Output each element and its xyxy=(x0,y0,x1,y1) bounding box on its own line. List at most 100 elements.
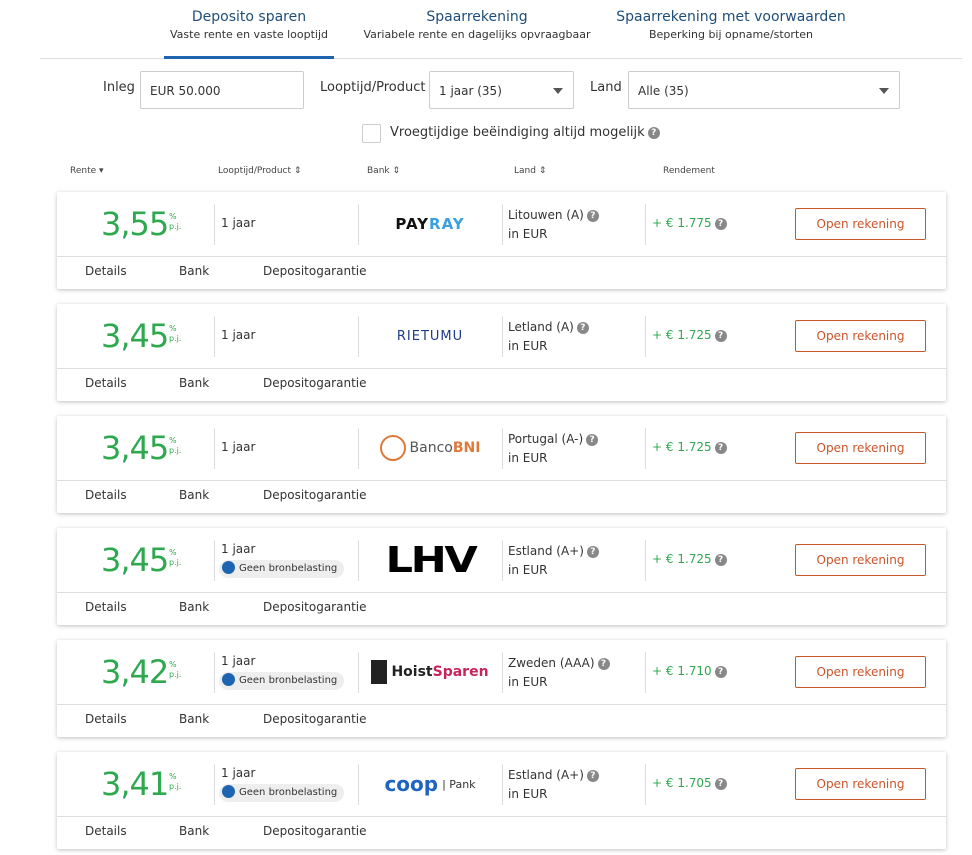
currency: in EUR xyxy=(508,787,548,801)
details-link[interactable]: Details xyxy=(85,264,127,278)
document-icon xyxy=(222,561,235,574)
details-link[interactable]: Details xyxy=(85,376,127,390)
tab-spaarrekening-voorwaarden[interactable]: Spaarrekening met voorwaarden Beperking b… xyxy=(614,9,848,59)
help-icon[interactable]: ? xyxy=(714,666,727,678)
sort-land[interactable]: Land ⇕ xyxy=(514,166,547,176)
interest-rate: 3,55 xyxy=(101,205,169,243)
rate-unit: % p.j. xyxy=(169,548,181,568)
help-icon[interactable]: ? xyxy=(586,210,599,222)
bank-link[interactable]: Bank xyxy=(179,600,210,614)
help-icon[interactable]: ? xyxy=(586,434,599,446)
checkbox-text: Vroegtijdige beëindiging altijd mogelijk xyxy=(390,125,645,140)
details-link[interactable]: Details xyxy=(85,824,127,838)
sort-rente[interactable]: Rente ▾ xyxy=(70,166,104,176)
help-icon[interactable]: ? xyxy=(714,218,727,230)
bank-link[interactable]: Bank xyxy=(179,264,210,278)
bank-link[interactable]: Bank xyxy=(179,824,210,838)
open-account-button[interactable]: Open rekening xyxy=(795,208,926,240)
help-icon[interactable]: ? xyxy=(586,546,599,558)
depositogarantie-link[interactable]: Depositogarantie xyxy=(263,600,367,614)
offer-card: 3,45 % p.j. 1 jaar Geen bronbelasting LHV… xyxy=(57,528,946,625)
help-icon[interactable]: ? xyxy=(714,442,727,454)
bank-logo[interactable]: HoistSparen xyxy=(360,648,500,696)
bank-logo[interactable]: PAYRAY xyxy=(395,215,465,233)
pj: p.j. xyxy=(169,782,182,791)
details-link[interactable]: Details xyxy=(85,488,127,502)
tax-badge: Geen bronbelasting xyxy=(219,560,345,578)
depositogarantie-link[interactable]: Depositogarantie xyxy=(263,488,367,502)
depositogarantie-link[interactable]: Depositogarantie xyxy=(263,264,367,278)
open-account-button[interactable]: Open rekening xyxy=(795,768,926,800)
country-info: Estland (A+)? in EUR xyxy=(508,542,599,580)
bank-link[interactable]: Bank xyxy=(179,376,210,390)
looptijd-select[interactable]: 1 jaar (35) xyxy=(429,71,574,109)
rate-unit: % p.j. xyxy=(169,324,181,344)
interest-rate: 3,45 xyxy=(101,429,169,467)
open-account-button[interactable]: Open rekening xyxy=(795,320,926,352)
country-info: Letland (A)? in EUR xyxy=(508,318,589,356)
depositogarantie-link[interactable]: Depositogarantie xyxy=(263,824,367,838)
country-info: Zweden (AAA)? in EUR xyxy=(508,654,610,692)
help-icon[interactable]: ? xyxy=(714,554,727,566)
country-info: Estland (A+)? in EUR xyxy=(508,766,599,804)
yield-value: + € 1.710 xyxy=(652,664,712,678)
interest-rate: 3,41 xyxy=(101,765,169,803)
document-icon xyxy=(222,673,235,686)
pct: % xyxy=(169,660,177,669)
bank-logo[interactable]: RIETUMU xyxy=(396,328,464,344)
currency: in EUR xyxy=(508,563,548,577)
yield: + € 1.705? xyxy=(652,776,727,790)
rate-unit: % p.j. xyxy=(169,660,181,680)
depositogarantie-link[interactable]: Depositogarantie xyxy=(263,376,367,390)
yield-value: + € 1.725 xyxy=(652,328,712,342)
details-link[interactable]: Details xyxy=(85,600,127,614)
tab-spaarrekening[interactable]: Spaarrekening Variabele rente en dagelijk… xyxy=(356,9,598,59)
offer-card: 3,41 % p.j. 1 jaar Geen bronbelasting coo… xyxy=(57,752,946,849)
yield: + € 1.710? xyxy=(652,664,727,678)
help-icon[interactable]: ? xyxy=(586,770,599,782)
depositogarantie-link[interactable]: Depositogarantie xyxy=(263,712,367,726)
document-icon xyxy=(222,785,235,798)
rate-unit: % p.j. xyxy=(169,772,181,792)
rate-unit: % p.j. xyxy=(169,212,181,232)
early-termination-label: Vroegtijdige beëindiging altijd mogelijk… xyxy=(390,125,660,140)
help-icon[interactable]: ? xyxy=(714,330,727,342)
open-account-button[interactable]: Open rekening xyxy=(795,432,926,464)
bank-logo[interactable]: coop | Pank xyxy=(384,772,476,796)
currency: in EUR xyxy=(508,675,548,689)
help-icon[interactable]: ? xyxy=(597,658,610,670)
land-select[interactable]: Alle (35) xyxy=(628,71,900,109)
pj: p.j. xyxy=(169,558,182,567)
yield-value: + € 1.775 xyxy=(652,216,712,230)
yield-value: + € 1.725 xyxy=(652,440,712,454)
early-termination-checkbox[interactable] xyxy=(362,124,381,143)
land-value: Alle (35) xyxy=(638,84,689,98)
details-link[interactable]: Details xyxy=(85,712,127,726)
col-label: Bank xyxy=(367,166,390,176)
open-account-button[interactable]: Open rekening xyxy=(795,656,926,688)
sort-looptijd[interactable]: Looptijd/Product ⇕ xyxy=(218,166,302,176)
term: 1 jaar xyxy=(221,542,256,556)
sort-bank[interactable]: Bank ⇕ xyxy=(367,166,401,176)
help-icon[interactable]: ? xyxy=(647,127,660,139)
badge-text: Geen bronbelasting xyxy=(239,563,338,574)
inleg-input[interactable]: EUR 50.000 xyxy=(140,71,304,109)
yield-value: + € 1.725 xyxy=(652,552,712,566)
currency: in EUR xyxy=(508,451,548,465)
bank-link[interactable]: Bank xyxy=(179,488,210,502)
country: Estland (A+) xyxy=(508,768,584,782)
tax-badge: Geen bronbelasting xyxy=(219,672,345,690)
country: Letland (A) xyxy=(508,320,574,334)
help-icon[interactable]: ? xyxy=(576,322,589,334)
bank-logo[interactable]: BancoBNI xyxy=(360,424,500,472)
offer-card: 3,45 % p.j. 1 jaar BancoBNI Portugal (A-)… xyxy=(57,416,946,513)
tab-title: Deposito sparen xyxy=(191,9,307,25)
help-icon[interactable]: ? xyxy=(714,778,727,790)
pj: p.j. xyxy=(169,334,182,343)
country: Zweden (AAA) xyxy=(508,656,595,670)
bank-logo[interactable]: LHV xyxy=(385,539,477,581)
open-account-button[interactable]: Open rekening xyxy=(795,544,926,576)
tab-deposito-sparen[interactable]: Deposito sparen Vaste rente en vaste loop… xyxy=(164,9,334,59)
rate-unit: % p.j. xyxy=(169,436,181,456)
bank-link[interactable]: Bank xyxy=(179,712,210,726)
